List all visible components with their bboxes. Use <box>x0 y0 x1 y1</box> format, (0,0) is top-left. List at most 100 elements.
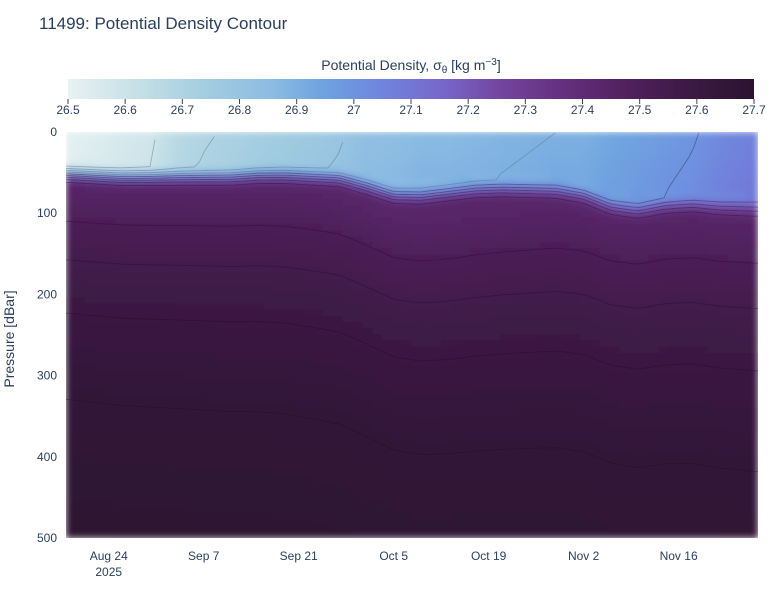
heatmap-cell <box>115 260 126 268</box>
heatmap-cell <box>174 223 186 231</box>
heatmap-cell <box>658 353 670 361</box>
heatmap-cell <box>105 137 116 145</box>
heatmap-cell <box>678 316 690 324</box>
heatmap-cell <box>718 365 729 373</box>
heatmap-cell <box>510 217 522 225</box>
heatmap-cell <box>372 223 383 231</box>
heatmap-cell <box>381 469 393 477</box>
heatmap-cell <box>747 328 758 336</box>
heatmap-cell <box>204 273 215 281</box>
heatmap-cell <box>263 476 274 484</box>
heatmap-cell <box>233 279 245 287</box>
heatmap-cell <box>332 346 344 354</box>
heatmap-cell <box>668 156 680 164</box>
heatmap-cell <box>223 205 235 213</box>
heatmap-cell <box>223 469 235 477</box>
heatmap-cell <box>747 156 758 164</box>
heatmap-cell <box>194 297 205 305</box>
heatmap-cell <box>648 439 660 447</box>
heatmap-cell <box>401 488 413 496</box>
heatmap-cell <box>451 519 462 527</box>
heatmap-cell <box>698 260 709 268</box>
heatmap-cell <box>283 433 294 440</box>
heatmap-cell <box>638 494 650 502</box>
heatmap-cell <box>569 242 581 250</box>
heatmap-cell <box>688 180 700 188</box>
heatmap-cell <box>154 506 166 514</box>
heatmap-cell <box>629 193 640 201</box>
heatmap-cell <box>164 316 176 324</box>
heatmap-cell <box>164 285 176 293</box>
heatmap-cell <box>144 285 156 293</box>
heatmap-cell <box>213 531 225 538</box>
heatmap-cell <box>381 463 393 471</box>
heatmap-cell <box>609 469 620 477</box>
heatmap-cell <box>500 512 512 520</box>
heatmap-cell <box>184 525 195 533</box>
heatmap-cell <box>194 186 205 194</box>
heatmap-cell <box>322 223 334 231</box>
heatmap-cell <box>569 150 581 158</box>
heatmap-cell <box>470 525 482 533</box>
heatmap-cell <box>648 463 660 471</box>
heatmap-cell <box>718 236 729 244</box>
heatmap-cell <box>668 469 680 477</box>
heatmap-cell <box>95 463 106 471</box>
heatmap-cell <box>747 396 758 404</box>
heatmap-cell <box>391 414 403 422</box>
heatmap-cell <box>619 433 630 440</box>
heatmap-cell <box>609 525 620 533</box>
heatmap-cell <box>391 469 403 477</box>
heatmap-cell <box>441 451 452 459</box>
heatmap-cell <box>115 242 126 250</box>
heatmap-cell <box>283 396 294 404</box>
heatmap-cell <box>263 512 274 520</box>
heatmap-cell <box>204 223 215 231</box>
heatmap-cell <box>391 420 403 428</box>
heatmap-cell <box>243 494 255 502</box>
heatmap-cell <box>609 223 620 231</box>
heatmap-cell <box>194 457 205 465</box>
heatmap-cell <box>352 199 363 207</box>
heatmap-cell <box>638 420 650 428</box>
heatmap-cell <box>332 132 344 139</box>
heatmap-cell <box>194 174 205 182</box>
heatmap-cell <box>648 328 660 336</box>
heatmap-cell <box>579 211 591 219</box>
heatmap-cell <box>243 512 255 520</box>
heatmap-cell <box>500 322 512 330</box>
heatmap-cell <box>658 482 670 490</box>
heatmap-cell <box>480 132 492 139</box>
heatmap-cell <box>668 371 680 379</box>
heatmap-cell <box>638 248 650 256</box>
heatmap-cell <box>698 273 709 281</box>
heatmap-cell <box>194 242 205 250</box>
heatmap-cell <box>124 266 136 274</box>
heatmap-cell <box>322 217 334 225</box>
heatmap-cell <box>85 506 97 514</box>
heatmap-cell <box>342 205 354 213</box>
heatmap-cell <box>302 383 314 391</box>
heatmap-cell <box>401 248 413 256</box>
heatmap-cell <box>589 174 601 182</box>
heatmap-cell <box>105 132 116 139</box>
heatmap-cell <box>480 322 492 330</box>
heatmap-cell <box>204 359 215 367</box>
heatmap-cell <box>75 426 87 434</box>
heatmap-cell <box>569 389 581 397</box>
heatmap-cell <box>599 439 611 447</box>
heatmap-cell <box>629 512 640 520</box>
heatmap-cell <box>421 420 433 428</box>
heatmap-cell <box>688 303 700 311</box>
heatmap-cell <box>589 531 601 538</box>
heatmap-cell <box>559 433 571 440</box>
heatmap-cell <box>668 266 680 274</box>
heatmap-cell <box>619 365 630 373</box>
heatmap-cell <box>144 186 156 194</box>
heatmap-cell <box>204 297 215 305</box>
heatmap-cell <box>75 180 87 188</box>
heatmap-cell <box>263 377 274 385</box>
heatmap-cell <box>66 193 77 201</box>
heatmap-cell <box>520 162 532 170</box>
heatmap-cell <box>115 476 126 484</box>
